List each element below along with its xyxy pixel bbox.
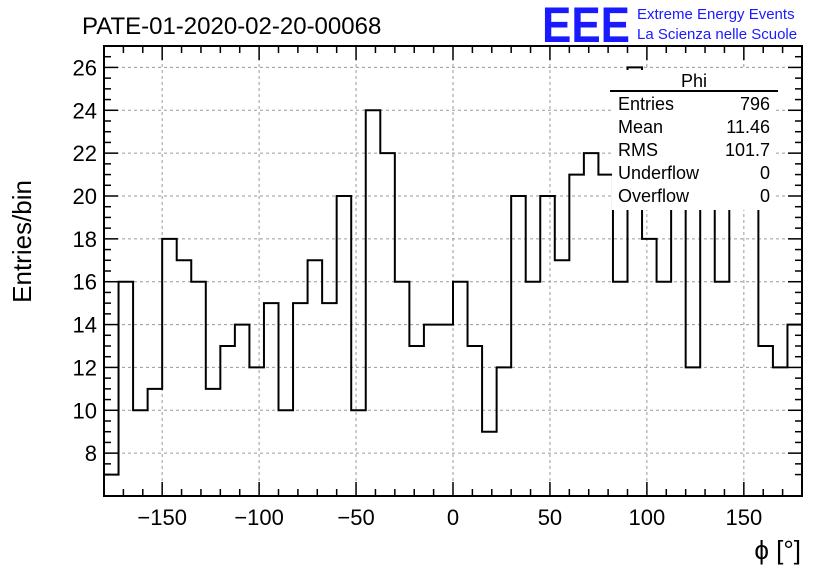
stats-box-background [612, 70, 776, 210]
x-tick-label: −100 [234, 505, 284, 530]
stats-row-label: Mean [618, 117, 663, 137]
x-tick-label: 0 [447, 505, 459, 530]
y-tick-label: 22 [73, 141, 97, 166]
y-axis-label: Entries/bin [7, 180, 37, 303]
stats-row-value: 101.7 [725, 140, 770, 160]
eee-logo: EEE Extreme Energy Events La Scienza nel… [542, 0, 797, 53]
stats-row-value: 0 [760, 186, 770, 206]
stats-box-name: Phi [681, 71, 707, 91]
y-tick-label: 16 [73, 270, 97, 295]
eee-logo-letters: EEE [542, 0, 630, 53]
y-tick-label: 26 [73, 55, 97, 80]
stats-box: Phi Entries 796 Mean 11.46 RMS 101.7 Underflow… [610, 70, 778, 210]
y-tick-label: 8 [85, 441, 97, 466]
x-tick-label: −150 [137, 505, 187, 530]
y-tick-label: 24 [73, 98, 97, 123]
x-tick-label: 100 [629, 505, 666, 530]
x-tick-label: −50 [337, 505, 374, 530]
y-tick-label: 12 [73, 355, 97, 380]
y-tick-label: 10 [73, 398, 97, 423]
stats-row-value: 11.46 [726, 117, 770, 137]
histogram-step-line [103, 66, 803, 496]
x-tick-labels: −150 −100 −50 0 50 100 150 [137, 505, 762, 530]
y-tick-labels: 8 10 12 14 16 18 20 22 24 26 [73, 55, 97, 466]
y-tick-label: 20 [73, 184, 97, 209]
stats-rows: Entries 796 Mean 11.46 RMS 101.7 Underflow 0 Ove… [618, 94, 770, 206]
stats-row-value: 796 [740, 94, 770, 114]
axis-ticks [104, 46, 802, 496]
chart-title: PATE-01-2020-02-20-00068 [82, 13, 381, 40]
y-tick-label: 18 [73, 227, 97, 252]
y-tick-label: 14 [73, 313, 97, 338]
stats-row-label: RMS [618, 140, 658, 160]
stats-row-label: Entries [618, 94, 674, 114]
stats-row-label: Overflow [618, 186, 690, 206]
x-tick-label: 150 [725, 505, 762, 530]
x-tick-label: 50 [538, 505, 562, 530]
stats-row-label: Underflow [618, 163, 700, 183]
stats-row-value: 0 [760, 163, 770, 183]
eee-logo-line2: La Scienza nelle Scuole [637, 26, 797, 43]
eee-logo-line1: Extreme Energy Events [637, 6, 795, 23]
x-axis-label: ϕ [°] [754, 535, 801, 565]
